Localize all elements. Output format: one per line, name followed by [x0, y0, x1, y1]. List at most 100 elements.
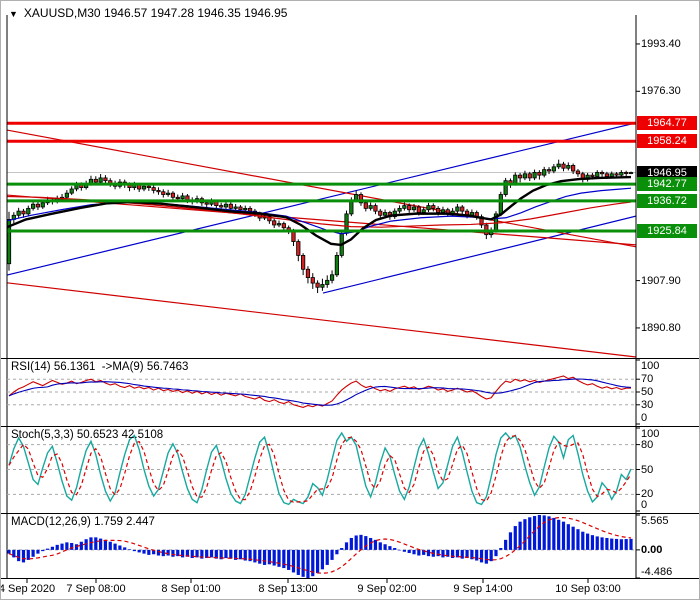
macd-histogram-bar: [94, 537, 98, 550]
chart-title: ▼ XAUUSD,M30 1946.57 1947.28 1946.35 1946…: [9, 6, 287, 20]
macd-histogram-bar: [89, 537, 93, 550]
macd-histogram-bar: [70, 542, 74, 550]
macd-histogram-bar: [605, 537, 609, 550]
bear-candle: [305, 268, 311, 278]
macd-histogram-bar: [253, 549, 257, 563]
macd-histogram-bar: [465, 549, 469, 559]
trendline: [6, 282, 637, 358]
macd-histogram-bar: [291, 549, 296, 573]
macd-histogram-bar: [277, 549, 281, 567]
macd-histogram-bar: [504, 539, 508, 550]
bull-candle: [455, 206, 460, 212]
macd-histogram-bar: [306, 549, 310, 578]
macd-histogram-bar: [142, 549, 146, 554]
bull-candle: [513, 174, 518, 184]
macd-scale-label: 0.00: [641, 543, 663, 556]
macd-histogram-bar: [586, 533, 590, 550]
macd-histogram-bar: [137, 549, 141, 553]
macd-histogram-bar: [190, 549, 194, 559]
bull-candle: [166, 192, 171, 195]
bear-candle: [571, 165, 576, 172]
rsi-scale-label: 50: [641, 386, 654, 398]
bear-candle: [204, 202, 209, 205]
macd-histogram-bar: [629, 538, 633, 550]
macd-histogram-bar: [335, 549, 339, 555]
macd-histogram-bar: [576, 529, 580, 550]
macd-histogram-bar: [552, 517, 556, 550]
macd-histogram-bar: [171, 549, 175, 557]
macd-histogram-bar: [532, 516, 537, 550]
bull-candle: [503, 180, 508, 195]
bull-candle: [243, 207, 248, 211]
bear-candle: [21, 210, 26, 215]
macd-histogram-bar: [624, 539, 628, 550]
bear-candle: [561, 163, 566, 169]
macd-histogram-bar: [272, 549, 276, 566]
bull-candle: [421, 209, 426, 213]
rsi-scale-label: 0: [641, 412, 648, 424]
bull-candle: [276, 223, 282, 226]
bull-candle: [26, 207, 31, 215]
macd-histogram-bar: [595, 536, 599, 550]
macd-histogram-bar: [330, 549, 334, 560]
macd-histogram-bar: [209, 549, 214, 558]
bear-candle: [460, 206, 465, 212]
bear-candle: [546, 169, 552, 172]
macd-histogram-bar: [262, 549, 267, 565]
bull-candle: [141, 185, 147, 190]
macd-histogram-bar: [156, 549, 161, 556]
macd-histogram-bar: [17, 549, 21, 562]
macd-histogram-bar: [132, 549, 136, 552]
bear-candle: [267, 216, 272, 222]
macd-histogram-bar: [369, 537, 373, 550]
macd-histogram-bar: [152, 549, 156, 555]
date-label: 10 Sep 03:00: [555, 583, 621, 595]
bear-candle: [281, 223, 286, 229]
bull-candle: [392, 210, 397, 218]
macd-histogram-bar: [523, 519, 527, 550]
macd-histogram-bar: [315, 549, 320, 574]
bear-candle: [590, 174, 595, 177]
macd-histogram-bar: [446, 549, 450, 557]
bull-candle: [325, 279, 330, 285]
macd-scale-label: 5.565: [641, 515, 669, 527]
macd-histogram-bar: [36, 549, 40, 554]
bull-candle: [426, 205, 431, 211]
macd-signal-line: [8, 517, 632, 574]
macd-histogram-bar: [296, 549, 300, 575]
macd-histogram-bar: [494, 549, 498, 557]
macd-histogram-bar: [349, 537, 353, 550]
bull-candle: [411, 206, 417, 211]
macd-histogram-bar: [614, 538, 619, 550]
bear-candle: [35, 203, 41, 208]
macd-histogram-bar: [557, 519, 561, 550]
stoch-scale-label: 0: [641, 499, 648, 511]
macd-histogram-bar: [301, 549, 305, 577]
macd-histogram-bar: [542, 515, 546, 550]
rsi-scale-label: 100: [641, 360, 660, 372]
bull-candle: [609, 173, 614, 177]
macd-histogram-bar: [103, 539, 108, 550]
bear-candle: [247, 207, 253, 212]
macd-histogram-bar: [508, 532, 513, 550]
bear-candle: [170, 192, 176, 198]
macd-histogram-bar: [537, 515, 541, 550]
bear-candle: [161, 191, 166, 195]
bull-candle: [556, 163, 561, 168]
macd-histogram-bar: [147, 549, 151, 555]
bull-candle: [402, 205, 407, 209]
macd-histogram-bar: [248, 549, 252, 562]
bear-candle: [436, 207, 441, 213]
macd-histogram-bar: [99, 538, 103, 550]
macd-histogram-bar: [417, 549, 421, 556]
macd-histogram-bar: [479, 549, 484, 563]
date-label: 9 Sep 02:00: [357, 583, 417, 595]
macd-histogram-bar: [185, 549, 190, 557]
macd-histogram-bar: [60, 543, 64, 550]
bear-candle: [358, 194, 364, 204]
symbol-dropdown-icon[interactable]: ▼: [9, 9, 18, 19]
macd-histogram-bar: [282, 549, 286, 569]
macd-histogram-bar: [45, 548, 50, 550]
bear-candle: [527, 173, 532, 179]
